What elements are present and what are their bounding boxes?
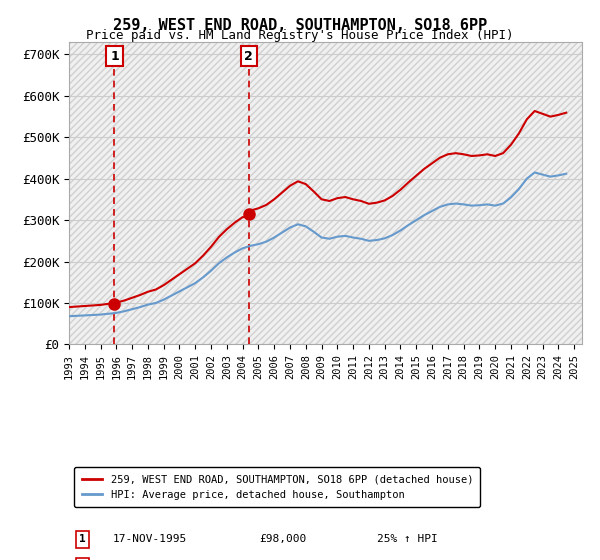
Text: 1: 1 — [79, 534, 86, 544]
Text: 1: 1 — [110, 50, 119, 63]
Text: 17-NOV-1995: 17-NOV-1995 — [113, 534, 187, 544]
Text: 2: 2 — [244, 50, 253, 63]
Legend: 259, WEST END ROAD, SOUTHAMPTON, SO18 6PP (detached house), HPI: Average price, : 259, WEST END ROAD, SOUTHAMPTON, SO18 6P… — [74, 467, 481, 507]
Text: 25% ↑ HPI: 25% ↑ HPI — [377, 534, 437, 544]
Text: Price paid vs. HM Land Registry's House Price Index (HPI): Price paid vs. HM Land Registry's House … — [86, 29, 514, 42]
Text: £98,000: £98,000 — [259, 534, 306, 544]
Text: 259, WEST END ROAD, SOUTHAMPTON, SO18 6PP: 259, WEST END ROAD, SOUTHAMPTON, SO18 6P… — [113, 18, 487, 33]
